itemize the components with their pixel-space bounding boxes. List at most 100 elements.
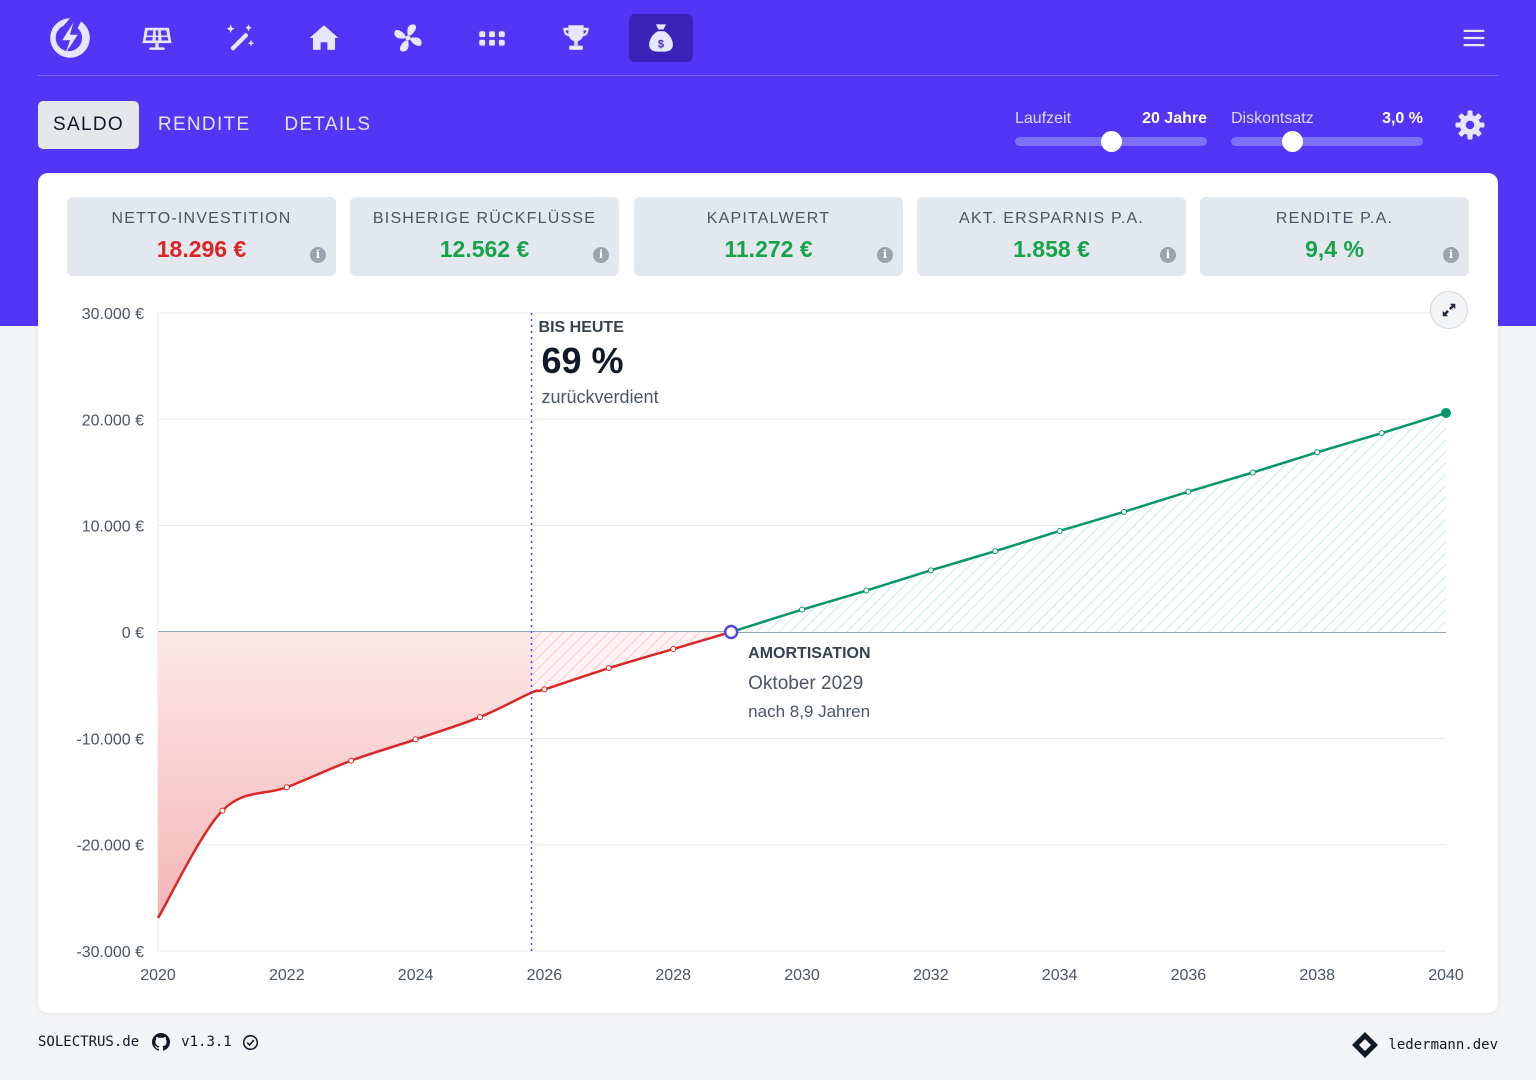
y-tick-label: -20.000 €: [76, 838, 144, 855]
data-point: [1314, 449, 1321, 456]
diskontsatz-control: Diskontsatz 3,0 %: [1231, 110, 1423, 152]
author-link[interactable]: ledermann.dev: [1388, 1037, 1498, 1053]
house-icon: [309, 25, 339, 50]
version-label[interactable]: v1.3.1: [181, 1034, 232, 1050]
negative-area-past: [158, 632, 532, 919]
kpi-bisherige-rueckfluesse[interactable]: BISHERIGE RÜCKFLÜSSE 12.562 € i: [350, 197, 619, 276]
amortization-subtitle: nach 8,9 Jahren: [748, 702, 870, 721]
kpi-value: 12.562 €: [439, 236, 530, 262]
data-point: [1378, 430, 1385, 437]
data-point: [541, 686, 548, 693]
data-point: [477, 714, 483, 721]
nav-home-logo[interactable]: [38, 14, 102, 62]
kpi-label: NETTO-INVESTITION: [111, 210, 292, 227]
chart-areas: [158, 412, 1446, 919]
kpi-kapitalwert[interactable]: KAPITALWERT 11.272 € i: [634, 197, 903, 276]
gear-icon[interactable]: [1453, 108, 1487, 142]
data-point: [799, 606, 805, 613]
github-icon[interactable]: [151, 1032, 171, 1052]
nav-house[interactable]: [292, 14, 356, 62]
data-point: [1249, 469, 1256, 476]
fan-icon: [394, 24, 422, 52]
x-tick-label: 2030: [784, 967, 820, 984]
x-tick-label: 2038: [1299, 967, 1335, 984]
hamburger-menu-icon: [1463, 29, 1485, 47]
diskontsatz-slider-thumb[interactable]: [1282, 131, 1304, 152]
negative-series-line: [156, 630, 732, 919]
menu-button[interactable]: [1442, 14, 1506, 62]
brand-link[interactable]: SOLECTRUS.de: [38, 1034, 140, 1050]
nav-trophy[interactable]: [544, 14, 608, 62]
amortization-title: AMORTISATION: [748, 645, 870, 662]
fullscreen-button[interactable]: [1430, 291, 1468, 329]
kpi-label: KAPITALWERT: [706, 210, 831, 227]
tab-rendite[interactable]: RENDITE: [157, 114, 251, 135]
today-title: BIS HEUTE: [539, 319, 625, 336]
diskontsatz-value: 3,0 %: [1382, 110, 1423, 127]
top-navigation: $: [38, 14, 1498, 64]
x-tick-label: 2020: [140, 967, 176, 984]
amortization-point: [723, 624, 739, 640]
kpi-label: AKT. ERSPARNIS P.A.: [959, 210, 1144, 227]
laufzeit-value: 20 Jahre: [1142, 110, 1207, 127]
laufzeit-slider-thumb[interactable]: [1101, 131, 1122, 152]
y-tick-label: 0 €: [122, 625, 144, 642]
kpi-value: 1.858 €: [1013, 236, 1090, 262]
today-percentage: 69 %: [542, 340, 624, 381]
diskontsatz-slider[interactable]: [1231, 137, 1423, 146]
end-point: [1441, 407, 1451, 418]
data-point: [348, 757, 355, 764]
grid-icon: [479, 31, 505, 46]
x-tick-label: 2034: [1042, 967, 1078, 984]
positive-series-line: [730, 411, 1447, 634]
kpi-value: 9,4 %: [1305, 236, 1364, 262]
info-icon[interactable]: i: [1160, 247, 1176, 263]
data-point: [219, 807, 226, 814]
kpi-value: 18.296 €: [156, 236, 247, 262]
x-tick-label: 2040: [1428, 967, 1464, 984]
x-tick-label: 2026: [527, 967, 563, 984]
nav-divider: [38, 75, 1498, 76]
data-point: [1056, 527, 1063, 534]
laufzeit-label: Laufzeit: [1015, 110, 1072, 127]
data-point: [1121, 508, 1127, 515]
kpi-rendite[interactable]: RENDITE P.A. 9,4 % i: [1200, 197, 1469, 276]
data-point: [1185, 488, 1192, 495]
kpi-netto-investition[interactable]: NETTO-INVESTITION 18.296 € i: [67, 197, 336, 276]
data-point: [412, 736, 419, 743]
footer: SOLECTRUS.de v1.3.1 ledermann.dev: [38, 1030, 1498, 1058]
nav-finance[interactable]: $: [629, 14, 693, 62]
data-point: [283, 784, 290, 791]
expand-icon: [1442, 303, 1456, 317]
magic-wand-icon: [226, 24, 255, 51]
nav-fan[interactable]: [376, 14, 440, 62]
data-point: [927, 567, 934, 574]
check-circle-icon: [242, 1034, 258, 1050]
tab-saldo[interactable]: SALDO: [38, 101, 139, 149]
negative-area-future: [531, 632, 732, 693]
y-tick-label: -10.000 €: [76, 731, 144, 748]
nav-apps[interactable]: [460, 14, 524, 62]
info-icon[interactable]: i: [1443, 247, 1459, 263]
info-icon[interactable]: i: [310, 247, 326, 263]
main-card: NETTO-INVESTITION 18.296 € i BISHERIGE R…: [38, 173, 1498, 1013]
diskontsatz-label: Diskontsatz: [1231, 110, 1314, 127]
kpi-akt-ersparnis[interactable]: AKT. ERSPARNIS P.A. 1.858 € i: [917, 197, 1186, 276]
amortization-date: Oktober 2029: [748, 673, 863, 694]
laufzeit-control: Laufzeit 20 Jahre: [1015, 110, 1207, 152]
kpi-label: BISHERIGE RÜCKFLÜSSE: [372, 210, 597, 227]
y-tick-label: 20.000 €: [82, 412, 144, 429]
data-point: [863, 587, 870, 594]
tab-details[interactable]: DETAILS: [284, 114, 372, 135]
nav-solar[interactable]: [125, 14, 189, 62]
today-subtitle: zurückverdient: [542, 387, 659, 407]
chart-axis-labels: 30.000 € 20.000 € 10.000 € 0 € -10.000 € -20.…: [76, 306, 1464, 984]
nav-magic[interactable]: [208, 14, 272, 62]
info-icon[interactable]: i: [593, 247, 609, 263]
x-tick-label: 2022: [269, 967, 305, 984]
money-bag-icon: $: [649, 24, 673, 52]
y-tick-label: -30.000 €: [76, 944, 144, 961]
chart-lines: [156, 407, 1451, 919]
info-icon[interactable]: i: [877, 247, 893, 263]
kpi-label: RENDITE P.A.: [1275, 210, 1394, 227]
